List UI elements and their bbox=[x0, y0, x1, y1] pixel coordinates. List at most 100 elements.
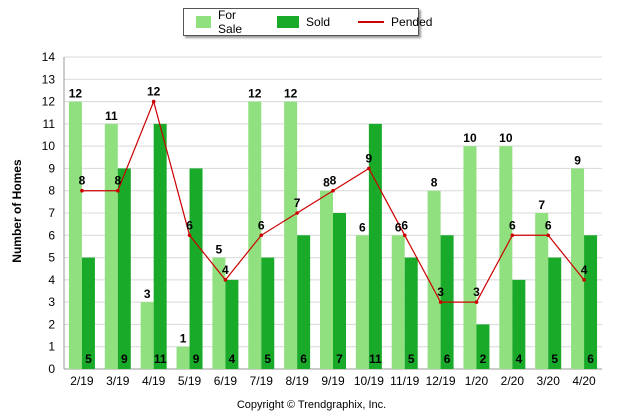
for-sale-bar bbox=[176, 346, 190, 369]
pended-point bbox=[474, 300, 479, 304]
y-tick-label: 10 bbox=[42, 139, 56, 153]
y-tick-label: 2 bbox=[48, 317, 55, 331]
sold-value-label: 4 bbox=[515, 352, 522, 366]
for-sale-value-label: 6 bbox=[359, 220, 366, 234]
sold-bar bbox=[261, 257, 275, 369]
sold-bar bbox=[333, 213, 346, 369]
pended-point bbox=[546, 233, 550, 238]
x-tick-label: 12/19 bbox=[426, 374, 456, 388]
legend-label-pended: Pended bbox=[391, 15, 433, 29]
sold-value-label: 11 bbox=[154, 352, 167, 366]
x-tick-label: 8/19 bbox=[285, 374, 309, 388]
sold-value-label: 6 bbox=[300, 352, 307, 366]
pended-swatch bbox=[358, 21, 385, 23]
pended-value-label: 7 bbox=[294, 196, 301, 210]
pended-value-label: 9 bbox=[366, 151, 373, 165]
for-sale-bar bbox=[463, 146, 477, 369]
x-tick-label: 2/20 bbox=[501, 374, 525, 388]
legend-label-for-sale: For Sale bbox=[218, 8, 243, 36]
for-sale-bar bbox=[320, 190, 333, 369]
sold-bar bbox=[153, 123, 167, 369]
y-tick-label: 4 bbox=[48, 273, 55, 287]
sold-bar bbox=[297, 235, 311, 369]
sold-value-label: 5 bbox=[85, 352, 92, 366]
y-tick-label: 5 bbox=[48, 251, 55, 265]
for-sale-value-label: 5 bbox=[216, 243, 223, 257]
for-sale-bar bbox=[284, 101, 298, 370]
for-sale-bar bbox=[212, 257, 226, 369]
legend: For Sale Sold Pended bbox=[183, 8, 432, 36]
pended-point bbox=[582, 278, 586, 282]
sold-bar bbox=[476, 324, 490, 369]
pended-value-label: 8 bbox=[330, 174, 337, 188]
x-tick-label: 5/19 bbox=[178, 374, 202, 388]
for-sale-value-label: 6 bbox=[395, 220, 402, 234]
pended-point bbox=[438, 300, 443, 304]
for-sale-value-label: 12 bbox=[284, 87, 298, 101]
for-sale-value-label: 10 bbox=[463, 131, 477, 145]
sold-value-label: 5 bbox=[408, 352, 415, 366]
pended-value-label: 3 bbox=[437, 285, 444, 299]
sold-value-label: 9 bbox=[193, 352, 200, 366]
x-tick-label: 11/19 bbox=[390, 374, 419, 388]
for-sale-value-label: 11 bbox=[105, 109, 118, 123]
legend-item-pended: Pended bbox=[358, 15, 432, 29]
sold-value-label: 5 bbox=[264, 352, 271, 366]
for-sale-bar bbox=[140, 302, 154, 369]
y-tick-label: 14 bbox=[42, 50, 56, 64]
for-sale-bar bbox=[68, 101, 82, 370]
for-sale-value-label: 8 bbox=[323, 176, 330, 190]
for-sale-value-label: 12 bbox=[69, 87, 83, 101]
x-tick-label: 1/20 bbox=[465, 374, 489, 388]
sold-bar bbox=[117, 168, 131, 369]
for-sale-swatch bbox=[196, 16, 212, 28]
sold-bar bbox=[225, 279, 239, 369]
sold-bar bbox=[81, 257, 95, 369]
pended-value-label: 12 bbox=[147, 85, 161, 99]
pended-value-label: 6 bbox=[258, 218, 265, 232]
sold-bar bbox=[404, 257, 418, 369]
sold-value-label: 6 bbox=[587, 352, 594, 366]
y-tick-label: 0 bbox=[48, 362, 55, 376]
x-tick-label: 3/20 bbox=[537, 374, 561, 388]
x-tick-label: 4/20 bbox=[572, 374, 596, 388]
y-tick-label: 11 bbox=[43, 117, 56, 131]
sold-value-label: 7 bbox=[336, 352, 343, 366]
pended-point bbox=[510, 233, 515, 238]
pended-value-label: 6 bbox=[401, 218, 408, 232]
for-sale-value-label: 12 bbox=[248, 87, 262, 101]
pended-point bbox=[223, 278, 228, 282]
for-sale-bar bbox=[499, 146, 513, 369]
sold-value-label: 4 bbox=[229, 352, 236, 366]
for-sale-value-label: 7 bbox=[538, 198, 545, 212]
sold-value-label: 11 bbox=[369, 352, 382, 366]
pended-value-label: 6 bbox=[186, 218, 193, 232]
legend-item-sold: Sold bbox=[277, 15, 330, 29]
x-axis-ticks: 2/19 3/19 4/19 5/19 6/19 7/19 8/19 9/19 10/19 11/… bbox=[70, 374, 596, 388]
x-tick-label: 9/19 bbox=[321, 374, 345, 388]
pended-point bbox=[187, 233, 192, 238]
sold-bar bbox=[512, 279, 526, 369]
pended-point bbox=[367, 166, 371, 171]
legend-item-for-sale: For Sale bbox=[196, 8, 249, 36]
sold-bar bbox=[368, 123, 382, 369]
sold-bar bbox=[189, 168, 203, 369]
pended-point bbox=[151, 99, 156, 104]
x-tick-label: 7/19 bbox=[250, 374, 274, 388]
for-sale-value-label: 1 bbox=[180, 332, 187, 346]
pended-value-label: 8 bbox=[79, 174, 86, 188]
x-tick-label: 6/19 bbox=[214, 374, 238, 388]
x-tick-label: 2/19 bbox=[70, 374, 94, 388]
sold-value-label: 9 bbox=[121, 352, 128, 366]
pended-value-label: 8 bbox=[114, 174, 121, 188]
x-tick-label: 3/19 bbox=[106, 374, 130, 388]
sold-bar bbox=[584, 235, 598, 369]
sold-bar bbox=[548, 257, 562, 369]
pended-point bbox=[295, 211, 299, 215]
sold-value-label: 5 bbox=[551, 352, 558, 366]
y-tick-label: 12 bbox=[42, 95, 56, 109]
pended-value-label: 4 bbox=[222, 263, 229, 277]
pended-line bbox=[80, 99, 586, 304]
